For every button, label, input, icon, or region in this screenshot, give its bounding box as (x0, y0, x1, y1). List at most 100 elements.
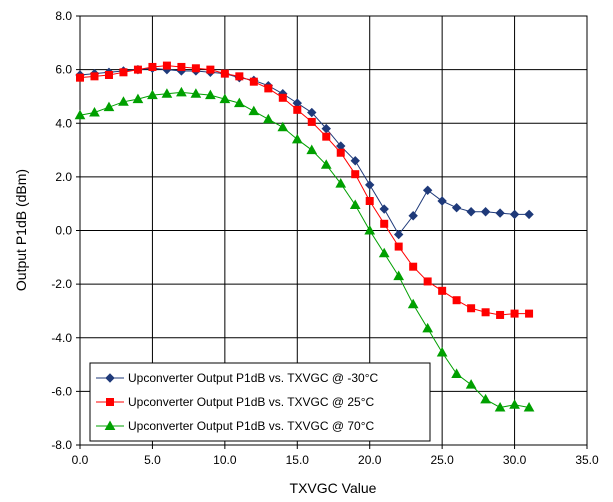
legend-label: Upconverter Output P1dB vs. TXVGC @ 25°C (128, 395, 375, 409)
data-point (264, 84, 273, 93)
data-point (76, 73, 84, 82)
data-point (104, 70, 113, 79)
y-tick-label: 2.0 (55, 170, 72, 184)
data-point (409, 262, 418, 271)
data-point (249, 77, 258, 86)
data-point (481, 308, 490, 317)
data-point (322, 132, 331, 141)
data-point (118, 96, 129, 106)
data-point (349, 199, 361, 210)
data-point (407, 298, 419, 309)
data-point (321, 123, 331, 134)
data-point (320, 159, 332, 169)
data-point (205, 89, 216, 100)
data-point (436, 346, 448, 357)
legend-marker (105, 373, 115, 383)
data-point (351, 170, 360, 179)
data-point (480, 393, 491, 404)
x-axis-title: TXVGC Value (290, 480, 377, 496)
legend-entry: Upconverter Output P1dB vs. TXVGC @ -30°… (96, 371, 379, 385)
data-point (219, 93, 231, 104)
data-point (335, 178, 347, 188)
data-point (480, 207, 491, 217)
data-point (408, 211, 418, 221)
data-point (148, 62, 157, 71)
data-point (89, 107, 100, 117)
data-point (509, 399, 520, 409)
data-point (277, 121, 289, 132)
data-point (451, 368, 462, 378)
data-point (451, 203, 462, 213)
data-point (177, 62, 186, 71)
data-point (190, 88, 202, 98)
data-point (380, 219, 389, 228)
series-3 (74, 86, 535, 412)
data-point (509, 209, 520, 220)
data-point (161, 88, 173, 98)
x-tick-label: 35.0 (575, 453, 599, 467)
y-tick-label: -6.0 (51, 384, 72, 398)
data-point (306, 144, 318, 155)
data-point (74, 109, 86, 120)
data-point (523, 401, 535, 412)
data-point (394, 242, 403, 251)
legend-box (89, 362, 431, 442)
x-tick-label: 25.0 (430, 453, 454, 467)
legend-marker (106, 398, 114, 406)
y-tick-label: -4.0 (51, 331, 72, 345)
data-point (307, 107, 317, 118)
data-point (233, 97, 245, 108)
legend: Upconverter Output P1dB vs. TXVGC @ -30°… (89, 362, 431, 442)
data-point (119, 68, 128, 77)
data-point (364, 224, 376, 235)
data-point (438, 286, 447, 295)
data-point (378, 247, 390, 258)
x-tick-label: 20.0 (358, 453, 382, 467)
data-point (496, 310, 505, 319)
data-point (176, 86, 187, 97)
data-point (307, 117, 316, 126)
data-point (467, 304, 476, 313)
y-tick-label: -2.0 (51, 277, 72, 291)
x-tick-label: 15.0 (286, 453, 310, 467)
data-point (393, 270, 405, 281)
data-point (423, 277, 432, 286)
data-point (494, 401, 506, 412)
legend-label: Upconverter Output P1dB vs. TXVGC @ 70°C (128, 419, 375, 433)
data-point (248, 105, 260, 116)
data-point (466, 207, 476, 217)
data-point (220, 69, 229, 78)
data-point (495, 208, 505, 218)
data-point (103, 101, 115, 112)
data-point (365, 197, 374, 206)
data-point (437, 196, 447, 206)
axis-ticks: 8.06.04.02.00.0-2.0-4.0-6.0-8.00.0 5.0 10.… (51, 9, 599, 467)
data-point (452, 296, 461, 305)
data-point (350, 156, 360, 166)
data-point (90, 72, 99, 81)
data-point (524, 209, 534, 220)
data-point (422, 185, 433, 195)
y-tick-label: 6.0 (55, 63, 72, 77)
data-point (510, 309, 519, 318)
series-layer (74, 61, 535, 412)
y-tick-label: 4.0 (55, 116, 72, 130)
data-point (379, 204, 389, 214)
data-point (262, 113, 274, 124)
y-tick-label: 8.0 (55, 9, 72, 23)
data-point (291, 133, 303, 144)
x-tick-label: 5.0 (144, 453, 161, 467)
y-tick-label: -8.0 (51, 438, 72, 452)
data-point (293, 105, 302, 114)
data-point (365, 180, 375, 190)
x-tick-label: 30.0 (503, 453, 527, 467)
data-point (147, 89, 158, 100)
data-point (162, 61, 171, 70)
data-point (191, 64, 200, 73)
data-point (525, 309, 534, 318)
legend-entry: Upconverter Output P1dB vs. TXVGC @ 25°C (96, 395, 375, 409)
y-tick-label: 0.0 (55, 224, 72, 238)
data-point (206, 65, 215, 74)
legend-label: Upconverter Output P1dB vs. TXVGC @ -30°… (128, 371, 379, 385)
